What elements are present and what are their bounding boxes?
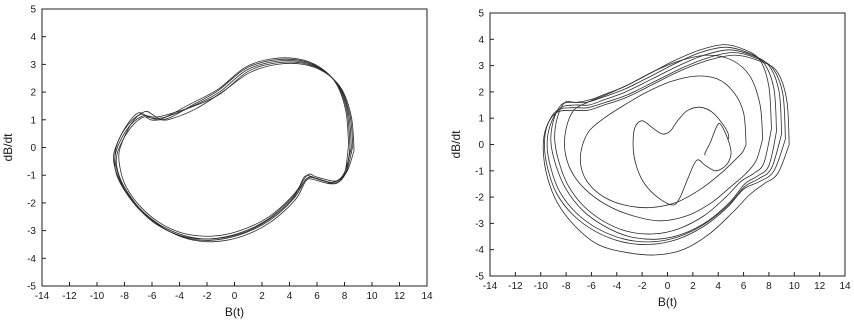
y-axis-label: dB/dt xyxy=(449,130,463,159)
y-tick-label: -1 xyxy=(475,166,484,177)
x-tick-label: 2 xyxy=(259,291,265,302)
x-tick-label: 6 xyxy=(314,291,320,302)
trajectory-line xyxy=(114,60,352,240)
y-tick-label: 5 xyxy=(30,5,36,16)
x-tick-label: 0 xyxy=(232,291,238,302)
x-tick-label: -14 xyxy=(483,281,498,292)
x-tick-label: 14 xyxy=(421,291,433,302)
x-tick-label: 8 xyxy=(342,291,348,302)
y-tick-label: 0 xyxy=(478,140,484,151)
y-axis-label: dB/dt xyxy=(1,133,15,162)
trajectory-line xyxy=(579,75,747,209)
trajectory-line xyxy=(554,44,772,235)
x-tick-label: 4 xyxy=(715,281,721,292)
y-tick-label: -4 xyxy=(27,254,36,265)
x-tick-label: -6 xyxy=(148,291,157,302)
x-tick-label: 10 xyxy=(366,291,378,302)
y-tick-label: 4 xyxy=(30,32,36,43)
x-tick-label: -10 xyxy=(90,291,105,302)
y-tick-label: -2 xyxy=(27,198,36,209)
y-tick-label: 4 xyxy=(478,35,484,46)
trajectory-line xyxy=(112,61,354,240)
x-tick-label: -4 xyxy=(175,291,184,302)
trajectory-line xyxy=(115,57,349,243)
trajectory-line xyxy=(564,54,763,222)
y-tick-label: -5 xyxy=(27,282,36,293)
x-axis-label: B(t) xyxy=(658,295,677,309)
y-tick-label: 1 xyxy=(30,115,36,126)
trajectory-line xyxy=(544,52,786,245)
trajectory-line xyxy=(546,49,782,243)
x-tick-label: -12 xyxy=(508,281,523,292)
chart-1: -14 -12 -10 -8 -6 -4 -2 0 2 4 6 8 10 12 14-5-4-3-2-101… xyxy=(1,5,433,320)
y-tick-label: -4 xyxy=(475,245,484,256)
x-tick-label: 12 xyxy=(814,281,826,292)
y-tick-label: 2 xyxy=(30,88,36,99)
x-tick-label: 12 xyxy=(394,291,406,302)
y-tick-label: -2 xyxy=(475,193,484,204)
x-tick-label: -2 xyxy=(203,291,212,302)
x-tick-label: 10 xyxy=(789,281,801,292)
y-tick-label: 5 xyxy=(478,9,484,20)
y-tick-label: -5 xyxy=(475,272,484,283)
x-tick-label: -6 xyxy=(587,281,596,292)
trajectory-line xyxy=(114,58,351,241)
trajectory-line xyxy=(632,106,732,206)
y-tick-label: -3 xyxy=(475,219,484,230)
plot-frame xyxy=(41,8,428,287)
x-tick-label: -12 xyxy=(62,291,77,302)
y-tick-label: -1 xyxy=(27,171,36,182)
y-tick-label: 0 xyxy=(30,143,36,154)
y-tick-label: -3 xyxy=(27,226,36,237)
x-tick-label: 0 xyxy=(665,281,671,292)
x-tick-label: 4 xyxy=(287,291,293,302)
x-tick-label: -8 xyxy=(562,281,571,292)
x-tick-label: -4 xyxy=(612,281,621,292)
x-axis-label: B(t) xyxy=(225,305,244,319)
y-tick-label: 3 xyxy=(30,60,36,71)
trajectory-line xyxy=(550,46,777,240)
x-tick-label: 8 xyxy=(766,281,772,292)
x-tick-label: -8 xyxy=(120,291,129,302)
x-tick-label: -10 xyxy=(533,281,548,292)
x-tick-label: -14 xyxy=(35,291,50,302)
chart-2: -14 -12 -10 -8 -6 -4 -2 0 2 4 6 8 10 12 14-5-4-3-2-101… xyxy=(449,9,851,310)
x-tick-label: 6 xyxy=(741,281,747,292)
trajectory-line xyxy=(118,62,355,237)
y-tick-label: 3 xyxy=(478,61,484,72)
y-tick-label: 2 xyxy=(478,87,484,98)
x-tick-label: 14 xyxy=(839,281,851,292)
x-tick-label: -2 xyxy=(638,281,647,292)
x-tick-label: 2 xyxy=(690,281,696,292)
y-tick-label: 1 xyxy=(478,114,484,125)
